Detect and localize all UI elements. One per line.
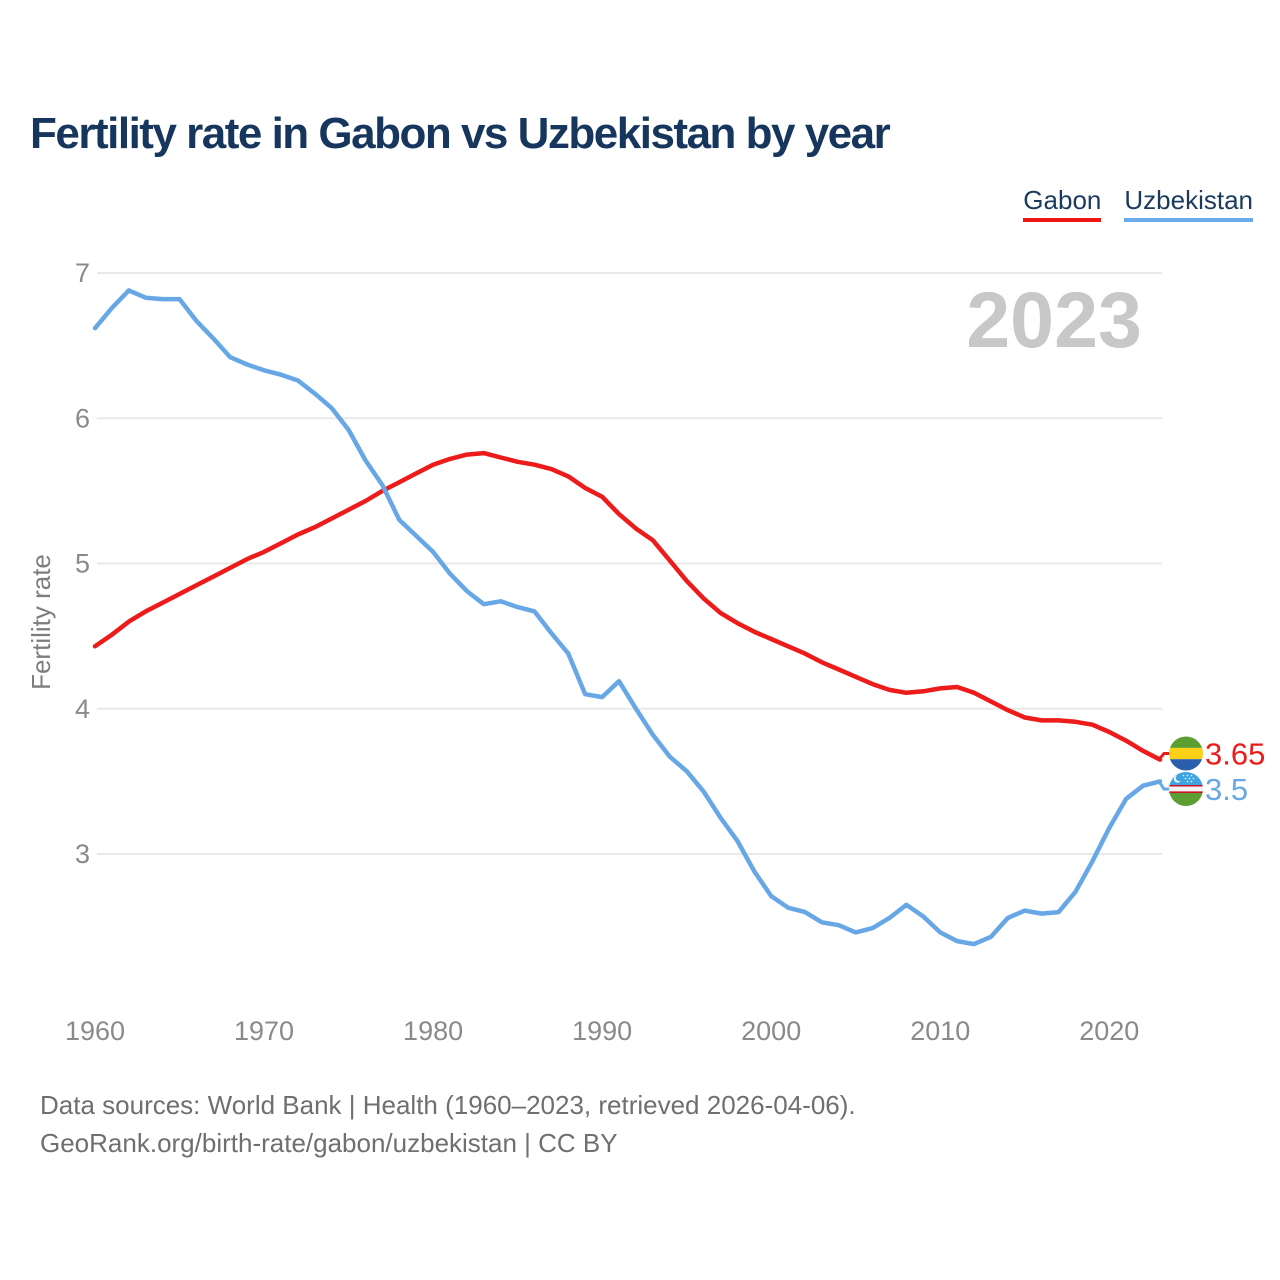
x-tick-label-2000: 2000 xyxy=(741,1016,801,1046)
y-tick-label-4: 4 xyxy=(75,694,90,724)
series-line-gabon xyxy=(92,450,1163,762)
legend: Gabon Uzbekistan xyxy=(1023,186,1253,222)
x-tick-label-2020: 2020 xyxy=(1079,1016,1139,1046)
x-tick-label-1970: 1970 xyxy=(234,1016,294,1046)
legend-item-gabon[interactable]: Gabon xyxy=(1023,186,1102,222)
page-title: Fertility rate in Gabon vs Uzbekistan by… xyxy=(30,109,891,158)
uzbekistan-flag-icon xyxy=(1169,772,1203,806)
footer-line-2: GeoRank.org/birth-rate/gabon/uzbekistan … xyxy=(40,1128,618,1158)
x-tick-label-1990: 1990 xyxy=(572,1016,632,1046)
data-sources-note: Data sources: World Bank | Health (1960–… xyxy=(40,1086,856,1162)
series-line-uzbekistan xyxy=(92,288,1163,947)
footer-line-1: Data sources: World Bank | Health (1960–… xyxy=(40,1090,856,1120)
y-axis-title: Fertility rate xyxy=(26,554,56,690)
y-tick-label-5: 5 xyxy=(75,549,90,579)
y-tick-label-6: 6 xyxy=(75,403,90,433)
y-tick-label-3: 3 xyxy=(75,839,90,869)
x-tick-label-2010: 2010 xyxy=(910,1016,970,1046)
gabon-flag-icon xyxy=(1169,736,1203,771)
x-tick-label-1980: 1980 xyxy=(403,1016,463,1046)
end-value-label-uzbekistan: 3.5 xyxy=(1205,772,1248,807)
end-leader-gabon xyxy=(1157,752,1169,761)
end-leader-uzbekistan xyxy=(1157,780,1169,791)
end-value-label-gabon: 3.65 xyxy=(1205,737,1265,772)
legend-item-uzbekistan[interactable]: Uzbekistan xyxy=(1124,186,1253,222)
watermark-year: 2023 xyxy=(966,275,1142,364)
y-tick-label-7: 7 xyxy=(75,258,90,288)
x-tick-label-1960: 1960 xyxy=(65,1016,125,1046)
